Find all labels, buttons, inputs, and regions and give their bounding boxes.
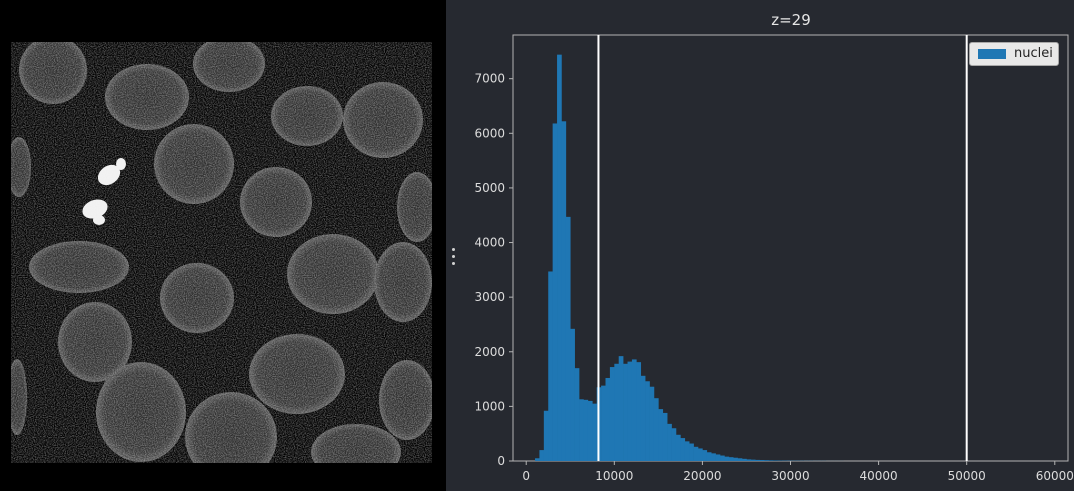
histogram-bar [601, 385, 606, 461]
y-tick-label: 1000 [474, 399, 505, 413]
histogram-bar [557, 54, 562, 461]
histogram-bar [706, 452, 712, 461]
histogram-bar [627, 361, 633, 461]
legend-label-nuclei: nuclei [1014, 46, 1053, 61]
histogram-bar [587, 400, 593, 461]
x-tick-label: 40000 [860, 469, 898, 483]
threshold-lines [597, 35, 968, 461]
x-tick-label: 30000 [771, 469, 809, 483]
histogram-bar [561, 121, 567, 461]
histogram-bar [535, 458, 540, 461]
histogram-plot: z=29 0 10000 20000 30000 40000 50000 60000 0 10… [474, 11, 1074, 483]
histogram-bar [733, 457, 738, 461]
y-tick-label: 6000 [474, 126, 505, 140]
legend-swatch-nuclei [978, 49, 1006, 59]
histogram-bar [772, 460, 778, 461]
histogram-bar [605, 377, 611, 461]
histogram-bar [636, 362, 642, 461]
histogram-bar [675, 434, 681, 461]
x-axis-ticks: 0 10000 20000 30000 40000 50000 60000 [522, 461, 1074, 483]
histogram-bar [759, 460, 765, 461]
x-tick-label: 60000 [1036, 469, 1074, 483]
histogram-bar [768, 460, 774, 461]
histogram-bar [720, 455, 725, 461]
x-tick-label: 20000 [683, 469, 721, 483]
histogram-bar [689, 443, 694, 461]
histogram-bar [693, 446, 699, 461]
histogram-bar [724, 456, 730, 461]
histogram-bar [667, 423, 672, 461]
y-tick-label: 4000 [474, 236, 505, 250]
histogram-bar [702, 450, 708, 461]
plot-title: z=29 [771, 11, 811, 29]
image-viewer[interactable] [0, 0, 446, 491]
histogram-bar [764, 460, 769, 461]
histogram-bar [539, 450, 545, 461]
histogram-bar [570, 328, 575, 461]
histogram-bar [715, 454, 721, 461]
y-axis-ticks: 0 1000 2000 3000 4000 5000 6000 7000 [474, 72, 513, 468]
y-tick-label: 5000 [474, 181, 505, 195]
y-tick-label: 3000 [474, 290, 505, 304]
y-tick-label: 2000 [474, 345, 505, 359]
histogram-bar [645, 381, 650, 461]
histogram-bar [631, 359, 637, 461]
histogram-bar [698, 448, 703, 461]
histogram-widget: z=29 0 10000 20000 30000 40000 50000 60000 0 10… [446, 0, 1074, 491]
histogram-bar [552, 123, 558, 461]
y-tick-label: 7000 [474, 72, 505, 86]
texture-overlay [11, 42, 432, 463]
histogram-bar [583, 399, 589, 461]
histogram-bar [658, 409, 664, 461]
histogram-bar [623, 363, 628, 461]
histogram-bar [742, 458, 747, 461]
histogram-bar [548, 271, 553, 461]
histogram-bar [609, 367, 615, 461]
histogram-bar [750, 459, 756, 461]
histogram-bar [543, 410, 549, 461]
histogram-bar [574, 368, 580, 461]
x-tick-label: 10000 [595, 469, 633, 483]
histogram-bars [535, 54, 844, 461]
legend: nuclei [969, 42, 1059, 66]
histogram-bar [671, 428, 677, 461]
histogram-bar [711, 453, 716, 461]
histogram-bar [649, 386, 655, 461]
dock-resize-handle[interactable] [446, 0, 462, 491]
histogram-bar [618, 356, 624, 461]
histogram-bar [680, 438, 686, 461]
microscopy-image-canvas[interactable] [11, 42, 432, 463]
x-tick-label: 0 [522, 469, 530, 483]
histogram-bar [737, 458, 743, 461]
histogram-bar [579, 399, 584, 461]
histogram-bar [565, 216, 571, 461]
histogram-bar [746, 459, 752, 461]
histogram-bar [728, 457, 734, 461]
histogram-bar [640, 375, 646, 461]
histogram-bar [684, 441, 690, 461]
y-tick-label: 0 [497, 454, 505, 468]
histogram-bar [653, 398, 659, 461]
vertical-ellipsis-icon[interactable] [451, 248, 457, 266]
x-tick-label: 50000 [948, 469, 986, 483]
axes-frame [512, 34, 1069, 462]
histogram-bar [592, 403, 597, 461]
histogram-bar [662, 412, 668, 461]
histogram-bar [755, 459, 760, 461]
histogram-bar [614, 363, 620, 461]
